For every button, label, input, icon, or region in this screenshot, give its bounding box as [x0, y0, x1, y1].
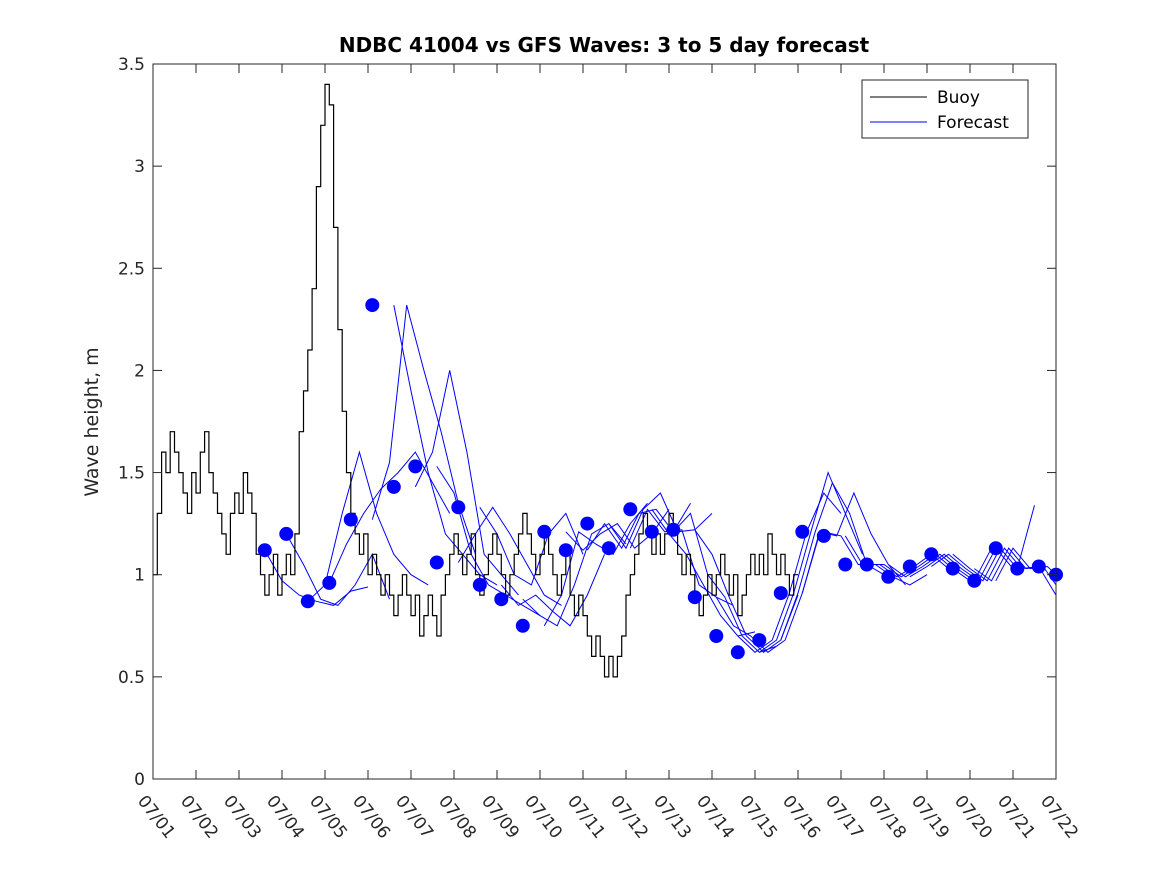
- forecast-line-12: [543, 502, 648, 627]
- forecast-point-3: [322, 575, 337, 590]
- x-tick-label-2: 07/03: [219, 792, 265, 843]
- plot-area: [153, 83, 1063, 678]
- y-tick-label-1: 0.5: [118, 668, 145, 688]
- y-tick-label-0: 0: [134, 770, 145, 790]
- x-tick-label-13: 07/14: [692, 792, 738, 843]
- forecast-point-27: [838, 557, 853, 572]
- forecast-point-30: [902, 559, 917, 574]
- x-tick-label-20: 07/21: [993, 792, 1039, 843]
- x-tick-label-14: 07/15: [735, 792, 781, 843]
- forecast-point-5: [365, 298, 380, 313]
- forecast-point-1: [279, 526, 294, 541]
- x-tick-label-10: 07/11: [563, 792, 609, 843]
- forecast-point-7: [408, 459, 423, 474]
- y-tick-label-2: 1: [134, 566, 145, 586]
- forecast-line-7: [436, 466, 541, 617]
- forecast-line-5: [393, 305, 498, 586]
- forecast-point-14: [558, 543, 573, 558]
- forecast-point-35: [1010, 561, 1025, 576]
- x-tick-label-15: 07/16: [778, 792, 824, 843]
- legend: Buoy Forecast: [861, 79, 1029, 139]
- forecast-line-32: [974, 547, 1057, 586]
- forecast-point-21: [709, 629, 724, 643]
- forecast-point-19: [666, 522, 681, 537]
- x-tick-label-8: 07/09: [477, 792, 523, 843]
- x-tick-label-9: 07/10: [520, 792, 566, 843]
- forecast-point-24: [773, 586, 788, 601]
- forecast-point-22: [730, 645, 745, 660]
- chart-title: NDBC 41004 vs GFS Waves: 3 to 5 day fore…: [339, 33, 870, 57]
- forecast-point-9: [451, 500, 466, 515]
- forecast-point-6: [386, 479, 401, 494]
- x-tick-label-4: 07/05: [305, 792, 351, 843]
- x-tick-label-17: 07/18: [864, 792, 910, 843]
- forecast-line-33: [995, 547, 1057, 582]
- forecast-point-20: [687, 590, 702, 605]
- axes-box: [152, 63, 1057, 780]
- forecast-point-13: [537, 524, 552, 539]
- forecast-point-28: [859, 557, 874, 572]
- y-tick-label-7: 3.5: [118, 55, 145, 75]
- axis-ticks: 00.511.522.533.507/0107/0207/0307/0407/0…: [118, 55, 1082, 843]
- forecast-line-25: [823, 531, 928, 586]
- forecast-point-31: [924, 547, 939, 562]
- forecast-point-18: [644, 524, 659, 539]
- legend-buoy-label: Buoy: [937, 88, 980, 108]
- forecast-line-18: [672, 512, 777, 653]
- forecast-point-23: [752, 633, 767, 648]
- legend-box: [861, 79, 1029, 139]
- forecast-point-16: [601, 541, 616, 556]
- forecast-point-0: [257, 543, 272, 558]
- forecast-point-36: [1031, 559, 1046, 574]
- x-tick-label-3: 07/04: [262, 792, 308, 843]
- forecast-line-2: [307, 450, 429, 602]
- forecast-line-1: [285, 533, 390, 606]
- x-tick-label-5: 07/06: [348, 792, 394, 843]
- legend-forecast-label: Forecast: [937, 113, 1009, 133]
- forecast-point-26: [816, 528, 831, 543]
- y-tick-label-3: 1.5: [118, 464, 145, 484]
- forecast-point-4: [343, 512, 358, 527]
- forecast-point-11: [494, 592, 509, 607]
- x-tick-label-21: 07/22: [1036, 792, 1082, 843]
- forecast-point-8: [429, 555, 444, 570]
- forecast-point-2: [300, 594, 315, 609]
- forecast-point-12: [515, 618, 530, 633]
- forecast-point-32: [945, 561, 960, 576]
- forecast-line-10: [500, 554, 605, 627]
- forecast-point-34: [988, 541, 1003, 556]
- forecast-line-0: [264, 549, 369, 606]
- y-axis-label: Wave height, m: [81, 347, 103, 496]
- x-tick-label-16: 07/17: [821, 792, 867, 843]
- x-tick-label-19: 07/20: [950, 792, 996, 843]
- forecast-point-15: [580, 516, 595, 531]
- forecast-point-10: [472, 577, 487, 592]
- forecast-point-25: [795, 524, 810, 539]
- x-tick-label-18: 07/19: [907, 792, 953, 843]
- forecast-line-4: [371, 304, 476, 555]
- x-tick-label-11: 07/12: [606, 792, 652, 843]
- forecast-point-17: [623, 502, 638, 517]
- x-tick-label-1: 07/02: [176, 792, 222, 843]
- buoy-line: [153, 83, 798, 678]
- x-tick-label-12: 07/13: [649, 792, 695, 843]
- forecast-point-33: [967, 573, 982, 588]
- y-tick-label-4: 2: [134, 361, 145, 381]
- x-tick-label-6: 07/07: [391, 792, 437, 843]
- y-tick-label-6: 3: [134, 157, 145, 177]
- y-tick-label-5: 2.5: [118, 259, 145, 279]
- forecast-point-29: [881, 569, 896, 584]
- x-tick-label-7: 07/08: [434, 792, 480, 843]
- x-tick-label-0: 07/01: [133, 792, 179, 843]
